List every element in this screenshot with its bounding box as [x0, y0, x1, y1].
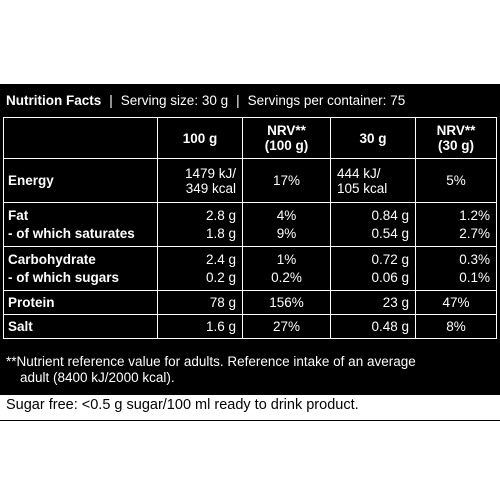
- row-label: Protein: [3, 290, 158, 315]
- salt-nrv-30g: 8%: [415, 314, 497, 339]
- protein-nrv-30g: 47%: [415, 290, 497, 315]
- salt-100g: 1.6 g: [157, 314, 243, 339]
- fat-100g: 2.8 g 1.8 g: [157, 202, 243, 247]
- footnote: **Nutrient reference value for adults. R…: [6, 354, 494, 386]
- carb-100g: 2.4 g 0.2 g: [157, 246, 243, 291]
- nutrition-table-wrap: 100 g NRV** (100 g) 30 g NRV** (30 g) Ener…: [0, 117, 500, 339]
- fat-30g: 0.84 g 0.54 g: [330, 202, 416, 247]
- energy-nrv-100g: 17%: [242, 158, 331, 203]
- table-row-energy: Energy 1479 kJ/349 kcal 17% 444 kJ/105 k…: [3, 158, 497, 203]
- carb-nrv-30g: 0.3% 0.1%: [415, 246, 497, 291]
- protein-100g: 78 g: [157, 290, 243, 315]
- header-empty-cell: [3, 117, 158, 159]
- table-header-row: 100 g NRV** (100 g) 30 g NRV** (30 g): [3, 117, 497, 159]
- nutrition-table: 100 g NRV** (100 g) 30 g NRV** (30 g) Ener…: [3, 117, 497, 339]
- separator: |: [109, 93, 113, 108]
- energy-30g: 444 kJ/105 kcal: [330, 158, 416, 203]
- table-row-fat: Fat - of which saturates 2.8 g 1.8 g 4% 9% …: [3, 202, 497, 247]
- energy-nrv-30g: 5%: [415, 158, 497, 203]
- salt-30g: 0.48 g: [330, 314, 416, 339]
- carb-30g: 0.72 g 0.06 g: [330, 246, 416, 291]
- salt-nrv-100g: 27%: [242, 314, 331, 339]
- nutrition-title: Nutrition Facts: [6, 93, 102, 108]
- divider: [0, 420, 500, 421]
- serving-size: Serving size: 30 g: [120, 93, 229, 108]
- row-label: Carbohydrate - of which sugars: [3, 246, 158, 291]
- table-row-salt: Salt 1.6 g 27% 0.48 g 8%: [3, 314, 497, 339]
- col-header-100g: 100 g: [157, 117, 243, 159]
- col-header-nrv-100g: NRV** (100 g): [242, 117, 331, 159]
- table-row-carbohydrate: Carbohydrate - of which sugars 2.4 g 0.2 g…: [3, 246, 497, 291]
- protein-nrv-100g: 156%: [242, 290, 331, 315]
- table-row-protein: Protein 78 g 156% 23 g 47%: [3, 290, 497, 315]
- col-header-nrv-30g: NRV** (30 g): [415, 117, 497, 159]
- energy-100g: 1479 kJ/349 kcal: [157, 158, 243, 203]
- row-label: Fat - of which saturates: [3, 202, 158, 247]
- carb-nrv-100g: 1% 0.2%: [242, 246, 331, 291]
- separator: |: [236, 93, 240, 108]
- nutrition-panel: Nutrition Facts | Serving size: 30 g | Servi…: [0, 84, 500, 395]
- sugar-free-note: Sugar free: <0.5 g sugar/100 ml ready to…: [6, 397, 359, 413]
- footnote-line-2: adult (8400 kJ/2000 kcal).: [20, 370, 175, 385]
- fat-nrv-100g: 4% 9%: [242, 202, 331, 247]
- footnote-line-1: **Nutrient reference value for adults. R…: [6, 354, 416, 369]
- protein-30g: 23 g: [330, 290, 416, 315]
- fat-nrv-30g: 1.2% 2.7%: [415, 202, 497, 247]
- col-header-30g: 30 g: [330, 117, 416, 159]
- row-label: Salt: [3, 314, 158, 339]
- nutrition-header: Nutrition Facts | Serving size: 30 g | Servi…: [0, 84, 500, 117]
- servings-per-container: Servings per container: 75: [247, 93, 406, 108]
- row-label: Energy: [3, 158, 158, 203]
